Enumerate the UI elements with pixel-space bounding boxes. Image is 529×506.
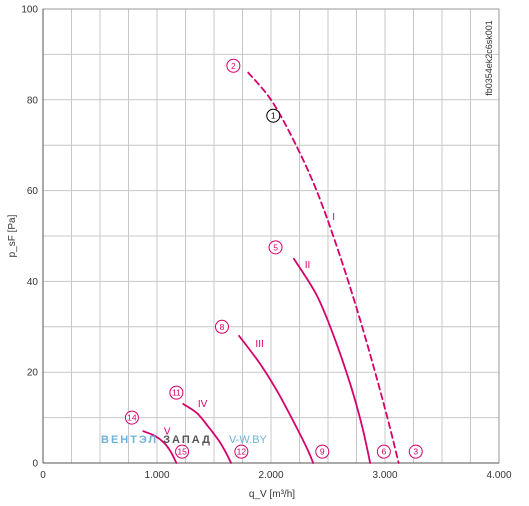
marker-label: 2 bbox=[231, 61, 236, 71]
marker-label: 1 bbox=[271, 111, 276, 121]
marker-label: 6 bbox=[381, 447, 386, 457]
x-tick-label: 4.000 bbox=[486, 470, 511, 481]
watermark-part3: V-W.BY bbox=[229, 434, 268, 446]
x-axis-label: q_V [m³/h] bbox=[249, 489, 295, 500]
curve-v bbox=[142, 430, 178, 464]
tick-labels: 0 1.000 2.000 3.000 4.000 0 20 40 60 80 100 bbox=[21, 5, 512, 482]
watermark-part1: ВЕНТЭЛ bbox=[101, 434, 158, 446]
y-tick-label: 100 bbox=[21, 5, 38, 16]
curve-label-ii: II bbox=[305, 260, 311, 271]
marker-label: 8 bbox=[220, 322, 225, 332]
marker-label: 12 bbox=[237, 447, 247, 457]
watermark: ВЕНТЭЛ ЗАПАД V-W.BY bbox=[101, 434, 268, 446]
watermark-part2: ЗАПАД bbox=[163, 434, 212, 446]
y-tick-label: 0 bbox=[32, 459, 38, 470]
curve-iv bbox=[182, 403, 232, 464]
marker-label: 15 bbox=[177, 447, 187, 457]
marker-1: 1 bbox=[266, 108, 281, 123]
grid bbox=[42, 8, 500, 464]
marker-circle bbox=[226, 58, 241, 73]
marker-11: 11 bbox=[169, 385, 184, 400]
marker-3: 3 bbox=[408, 444, 423, 459]
y-tick-label: 20 bbox=[27, 368, 39, 379]
marker-circle bbox=[376, 444, 391, 459]
curve-label-iii: III bbox=[255, 339, 263, 350]
marker-14: 14 bbox=[124, 410, 139, 425]
curve-ii bbox=[292, 257, 372, 464]
marker-circle bbox=[169, 385, 184, 400]
curve-label-v: V bbox=[164, 426, 171, 437]
y-axis-label: p_sF [Pa] bbox=[7, 214, 18, 257]
x-tick-label: 1.000 bbox=[144, 470, 169, 481]
marker-12: 12 bbox=[234, 444, 249, 459]
marker-circle bbox=[408, 444, 423, 459]
marker-6: 6 bbox=[376, 444, 391, 459]
y-tick-label: 80 bbox=[27, 95, 39, 106]
marker-circle bbox=[315, 444, 330, 459]
x-tick-label: 3.000 bbox=[372, 470, 397, 481]
y-tick-label: 60 bbox=[27, 186, 39, 197]
curve-label-i: I bbox=[332, 212, 335, 223]
marker-label: 5 bbox=[273, 242, 278, 252]
x-tick-label: 2.000 bbox=[258, 470, 283, 481]
marker-2: 2 bbox=[226, 58, 241, 73]
axes bbox=[42, 8, 500, 464]
marker-9: 9 bbox=[315, 444, 330, 459]
marker-15: 15 bbox=[175, 444, 190, 459]
marker-circle bbox=[175, 444, 190, 459]
marker-circle bbox=[266, 108, 281, 123]
marker-circle bbox=[214, 319, 229, 334]
marker-label: 11 bbox=[172, 388, 181, 398]
marker-circle bbox=[124, 410, 139, 425]
curves bbox=[142, 71, 400, 464]
marker-5: 5 bbox=[268, 240, 283, 255]
curve-i bbox=[247, 71, 400, 464]
curve-label-iv: IV bbox=[198, 399, 208, 410]
marker-label: 14 bbox=[127, 413, 137, 423]
marker-label: 9 bbox=[320, 447, 325, 457]
marker-8: 8 bbox=[214, 319, 229, 334]
curve-iii bbox=[238, 334, 315, 464]
x-tick-label: 0 bbox=[40, 470, 46, 481]
y-tick-label: 40 bbox=[27, 277, 39, 288]
marker-label: 3 bbox=[413, 447, 418, 457]
marker-circle bbox=[268, 240, 283, 255]
marker-circle bbox=[234, 444, 249, 459]
drawing-code-label: fb0354ek2c6sk001 bbox=[484, 20, 494, 96]
